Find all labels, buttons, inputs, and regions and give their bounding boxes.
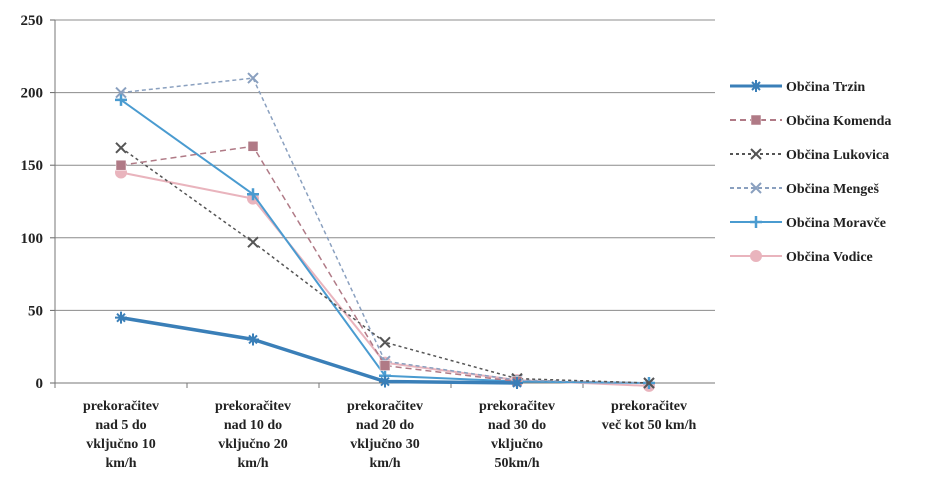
data-point [115,159,127,171]
x-category-label-line: prekoračitev [347,399,423,414]
x-category-label-line: nad 20 do [356,418,414,433]
legend-entry: Občina Mengeš [730,182,879,197]
series-lines [115,72,655,392]
y-tick-label: 200 [21,86,44,102]
series-line [120,145,518,383]
legend-label: Občina Moravče [786,216,886,231]
legend: Občina Trzin Občina Komenda Občina Lukovic… [730,80,891,265]
legend-swatch-marker [750,80,762,92]
data-point [247,72,259,84]
x-category-label-line: nad 30 do [488,418,546,433]
x-category-label: prekoračitev nad 10 do vključno 20 km/h [215,399,291,471]
y-tick-label: 100 [21,231,44,247]
legend-label: Občina Mengeš [786,182,879,197]
x-category-label: prekoračitev nad 20 do vključno 30 km/h [347,399,423,471]
data-point [115,93,127,106]
x-category-label-line: km/h [369,456,400,471]
x-category-label: prekoračitev več kot 50 km/h [602,399,697,433]
legend-entry: Občina Moravče [730,216,886,231]
x-category-label-line: prekoračitev [215,399,291,414]
legend-entry: Občina Komenda [730,114,891,129]
data-point [115,142,127,154]
legend-label: Občina Lukovica [786,148,889,163]
legend-entry: Občina Trzin [730,80,865,95]
y-tick-label: 250 [21,13,44,29]
legend-swatch-marker [750,182,762,194]
data-point [247,188,259,201]
legend-entry: Občina Lukovica [730,148,889,163]
x-category-label-line: nad 10 do [224,418,282,433]
y-tick-label: 150 [21,158,44,174]
x-category-label: prekoračitev nad 30 do vključno 50km/h [479,399,555,471]
data-point [379,375,391,388]
x-category-label-line: več kot 50 km/h [602,418,697,433]
x-category-label-line: km/h [237,456,268,471]
x-category-label-line: 50km/h [494,456,539,471]
grid-lines [55,19,715,384]
x-category-label-line: prekoračitev [479,399,555,414]
y-tick-label: 50 [28,303,43,319]
series-line [120,99,650,384]
legend-label: Občina Vodice [786,250,873,265]
legend-swatch-marker [750,216,762,228]
data-point [247,236,259,248]
data-point [379,360,391,371]
data-point [511,377,523,389]
x-axis: prekoračitev nad 5 do vključno 10 km/hpreko… [54,382,715,471]
x-category-label-line: vključno [491,437,543,452]
x-category-label-line: vključno 30 [350,437,420,452]
data-point [247,141,259,152]
x-category-label-line: vključno 20 [218,437,288,452]
legend-label: Občina Trzin [786,80,865,95]
series-line [120,315,518,385]
data-point [115,86,127,99]
x-category-label-line: km/h [105,456,136,471]
legend-swatch-marker [750,250,762,262]
x-category-label-line: vključno 10 [86,437,156,452]
legend-entry: Občina Vodice [730,250,873,265]
y-axis: 0 50 100 150 200 250 [21,13,56,392]
y-tick-label: 0 [36,376,44,392]
data-point [643,377,655,389]
x-category-label-line: nad 5 do [95,418,146,433]
x-category-label-line: prekoračitev [611,399,687,414]
legend-label: Občina Komenda [786,114,891,129]
series-line [120,77,650,384]
legend-swatch-marker [750,114,762,126]
legend-swatch-marker [750,148,762,160]
data-point [379,336,391,349]
data-point [115,311,127,324]
x-category-label: prekoračitev nad 5 do vključno 10 km/h [83,399,159,471]
data-point [247,333,259,346]
x-category-label-line: prekoračitev [83,399,159,414]
series-line [120,147,650,384]
